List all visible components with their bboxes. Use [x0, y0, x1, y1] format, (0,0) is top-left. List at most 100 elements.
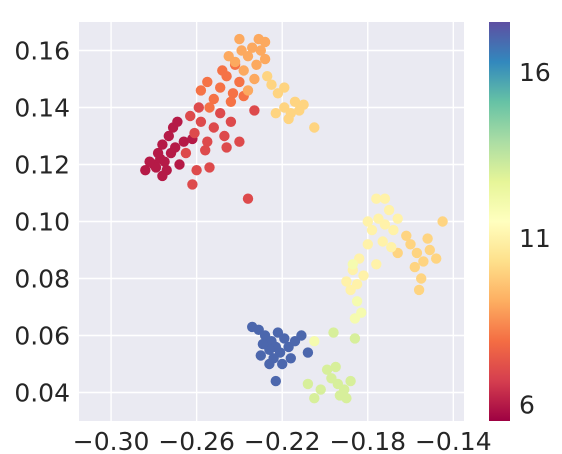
data-point: [157, 170, 168, 182]
data-point: [270, 375, 281, 387]
data-point: [242, 51, 254, 62]
data-point: [321, 364, 333, 375]
data-point: [264, 358, 275, 370]
data-point: [257, 338, 269, 350]
data-point: [330, 361, 341, 373]
data-point: [345, 284, 356, 296]
data-point: [309, 122, 320, 133]
data-point: [140, 165, 151, 176]
colorbar-tick-label: 11: [519, 224, 551, 253]
data-point: [163, 130, 174, 142]
data-point: [362, 239, 373, 250]
data-point: [229, 56, 241, 68]
data-point: [309, 393, 320, 404]
data-point: [172, 116, 183, 128]
y-tick-label: 0.12: [14, 151, 70, 180]
data-point: [401, 230, 412, 241]
data-point: [255, 45, 266, 56]
data-point: [157, 139, 168, 150]
data-point: [249, 73, 260, 85]
y-tick-label: 0.10: [14, 208, 70, 237]
x-tick-labels: −0.30 −0.26 −0.22 −0.18 −0.14: [73, 427, 492, 454]
x-tick-label: −0.26: [158, 427, 235, 454]
data-point: [180, 147, 192, 159]
data-point: [219, 130, 230, 142]
colorbar-tick-label: 16: [519, 58, 551, 87]
y-tick-label: 0.06: [14, 322, 70, 351]
data-point: [221, 142, 232, 153]
x-tick-label: −0.14: [415, 427, 492, 454]
data-point: [379, 219, 391, 230]
data-point: [285, 353, 296, 364]
data-point: [195, 116, 207, 128]
data-point: [215, 108, 226, 119]
data-point: [238, 65, 249, 76]
data-point: [437, 216, 448, 227]
data-point: [270, 108, 281, 119]
data-point: [392, 213, 403, 224]
data-point: [259, 36, 271, 48]
data-point: [249, 105, 260, 116]
data-point: [362, 216, 373, 227]
data-point: [371, 259, 382, 270]
y-tick-label: 0.08: [14, 265, 70, 294]
data-point: [259, 53, 271, 65]
data-point: [289, 96, 301, 108]
data-point: [298, 99, 309, 110]
data-point: [266, 79, 277, 90]
x-tick-label: −0.22: [244, 427, 321, 454]
data-point: [371, 193, 382, 204]
data-point: [202, 76, 213, 88]
data-point: [422, 233, 433, 244]
data-point: [315, 384, 326, 395]
data-point: [351, 296, 363, 307]
data-point: [170, 142, 181, 153]
data-point: [195, 85, 207, 96]
data-point: [277, 358, 288, 370]
data-point: [178, 136, 189, 147]
data-point: [185, 110, 196, 122]
data-point: [345, 375, 356, 387]
data-point: [424, 244, 435, 256]
data-point: [159, 156, 170, 167]
data-point: [200, 145, 211, 156]
data-point: [255, 350, 266, 361]
data-point: [251, 59, 262, 70]
data-point: [349, 313, 361, 324]
data-point: [242, 193, 254, 204]
colorbar: [489, 22, 510, 421]
data-point: [174, 159, 185, 170]
data-point: [328, 327, 339, 338]
data-point: [296, 330, 307, 341]
data-point: [202, 136, 213, 147]
data-point: [234, 76, 245, 88]
data-point: [208, 122, 219, 133]
data-point: [416, 273, 427, 284]
data-point: [383, 204, 395, 216]
data-point: [227, 88, 239, 99]
data-point: [405, 239, 416, 250]
x-tick-label: −0.18: [329, 427, 406, 454]
data-point: [358, 270, 369, 281]
x-tick-label: −0.30: [73, 427, 150, 454]
data-point: [204, 102, 215, 113]
data-point: [347, 259, 358, 270]
y-tick-labels: 0.04 0.06 0.08 0.10 0.12 0.14 0.16: [14, 37, 70, 408]
data-point: [152, 147, 164, 159]
data-point: [413, 284, 425, 296]
y-tick-label: 0.14: [14, 94, 70, 123]
data-point: [225, 96, 237, 108]
data-point: [341, 276, 352, 287]
data-point: [247, 42, 258, 53]
data-point: [379, 193, 391, 204]
data-point: [215, 82, 226, 93]
data-point: [225, 116, 237, 128]
data-point: [234, 33, 245, 45]
data-point: [234, 136, 245, 147]
data-point: [302, 347, 314, 358]
y-tick-label: 0.04: [14, 379, 70, 408]
y-tick-label: 0.16: [14, 37, 70, 66]
data-point: [191, 165, 202, 176]
colorbar-tick-labels: 6 11 16: [519, 58, 551, 420]
